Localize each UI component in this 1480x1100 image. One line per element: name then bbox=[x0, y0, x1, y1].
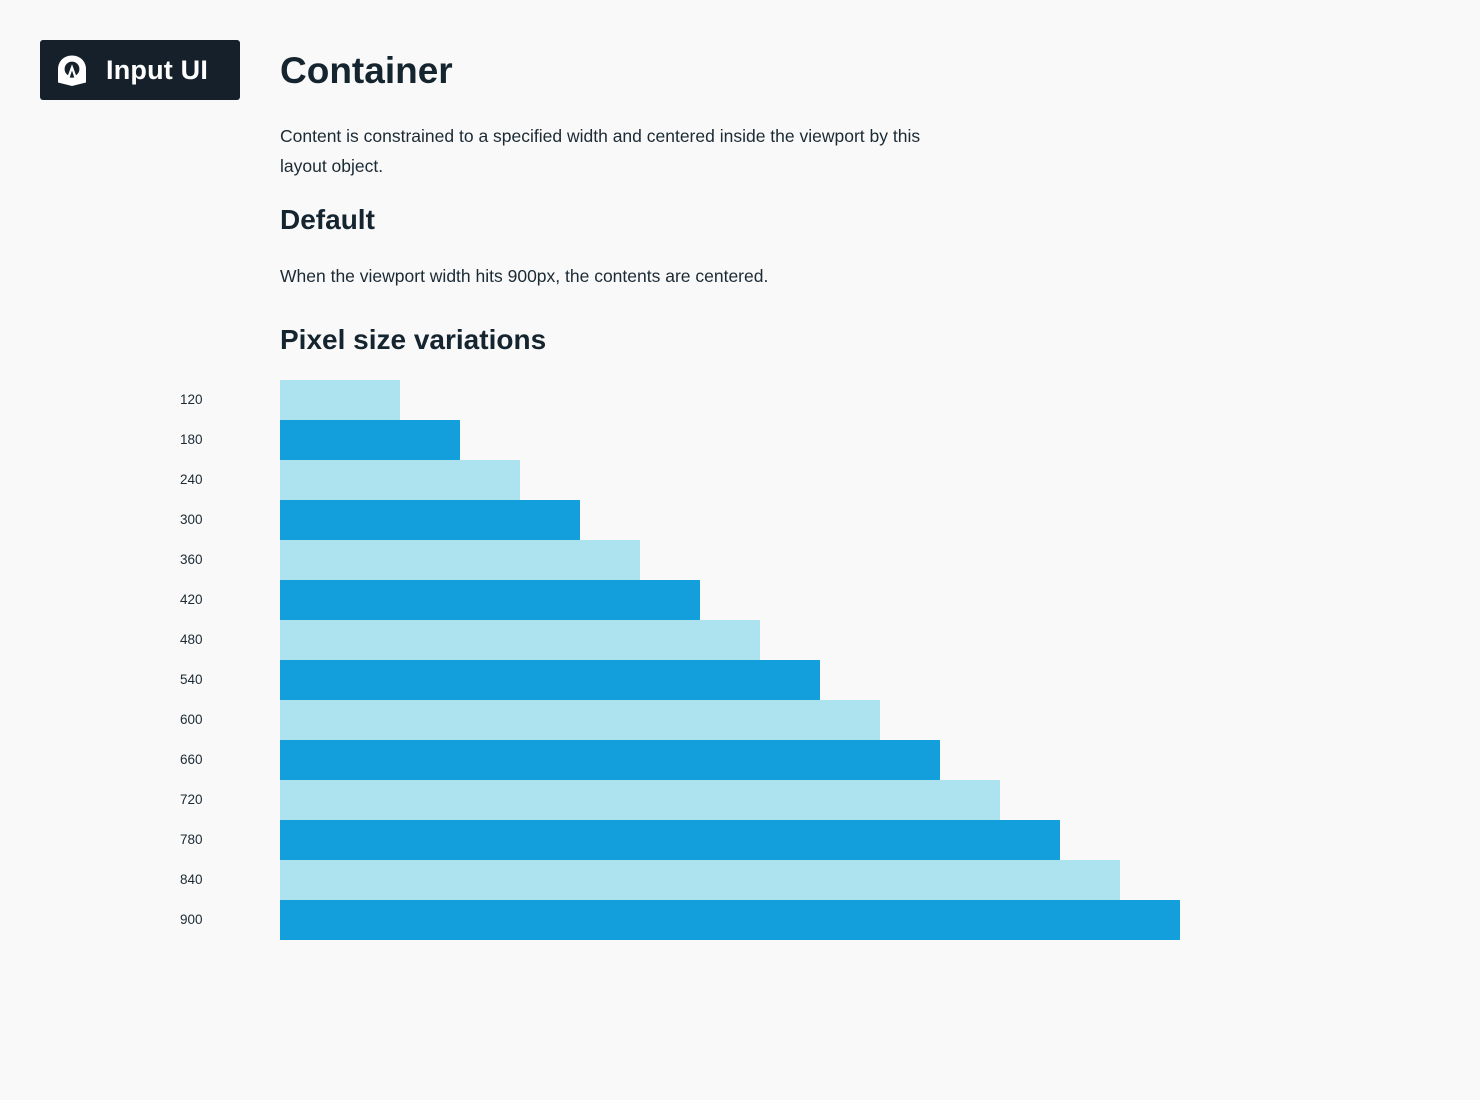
input-ui-logo-icon bbox=[58, 55, 86, 86]
bar-480 bbox=[280, 620, 760, 660]
bar-label: 840 bbox=[180, 872, 203, 887]
bar-780 bbox=[280, 820, 1060, 860]
bar-label: 780 bbox=[180, 832, 203, 847]
bar-label: 480 bbox=[180, 632, 203, 647]
bar-row: 720 bbox=[170, 780, 1270, 820]
section-title-default: Default bbox=[280, 204, 375, 235]
default-description: When the viewport width hits 900px, the … bbox=[280, 266, 769, 286]
bar-row: 300 bbox=[170, 500, 1270, 540]
section-title-variations: Pixel size variations bbox=[280, 324, 547, 355]
bar-row: 240 bbox=[170, 460, 1270, 500]
bar-label: 660 bbox=[180, 752, 203, 767]
bar-600 bbox=[280, 700, 880, 740]
bar-row: 600 bbox=[170, 700, 1270, 740]
bar-label: 420 bbox=[180, 592, 203, 607]
bar-row: 480 bbox=[170, 620, 1270, 660]
bar-240 bbox=[280, 460, 520, 500]
bar-300 bbox=[280, 500, 580, 540]
bar-840 bbox=[280, 860, 1120, 900]
bar-label: 240 bbox=[180, 472, 203, 487]
bar-row: 180 bbox=[170, 420, 1270, 460]
bar-540 bbox=[280, 660, 820, 700]
bar-row: 360 bbox=[170, 540, 1270, 580]
bar-420 bbox=[280, 580, 700, 620]
bar-label: 540 bbox=[180, 672, 203, 687]
bar-row: 660 bbox=[170, 740, 1270, 780]
bar-label: 120 bbox=[180, 392, 203, 407]
bar-900 bbox=[280, 900, 1180, 940]
bar-120 bbox=[280, 380, 400, 420]
bar-row: 540 bbox=[170, 660, 1270, 700]
bar-label: 600 bbox=[180, 712, 203, 727]
intro-text: Content is constrained to a specified wi… bbox=[280, 126, 921, 176]
bar-label: 720 bbox=[180, 792, 203, 807]
bar-row: 900 bbox=[170, 900, 1270, 940]
bar-row: 840 bbox=[170, 860, 1270, 900]
bar-row: 120 bbox=[170, 380, 1270, 420]
bar-660 bbox=[280, 740, 940, 780]
bar-720 bbox=[280, 780, 1000, 820]
page-title: Container bbox=[280, 50, 453, 91]
pixel-size-chart: 120 180 240 300 360 420 480 540 600 660 720 780 840 9… bbox=[170, 380, 1270, 940]
bar-row: 420 bbox=[170, 580, 1270, 620]
bar-label: 360 bbox=[180, 552, 203, 567]
brand-logo[interactable]: Input UI bbox=[40, 40, 240, 100]
brand-name: Input UI bbox=[106, 54, 209, 85]
bar-label: 180 bbox=[180, 432, 203, 447]
bar-label: 300 bbox=[180, 512, 203, 527]
bar-360 bbox=[280, 540, 640, 580]
bar-label: 900 bbox=[180, 912, 203, 927]
bar-180 bbox=[280, 420, 460, 460]
bar-row: 780 bbox=[170, 820, 1270, 860]
